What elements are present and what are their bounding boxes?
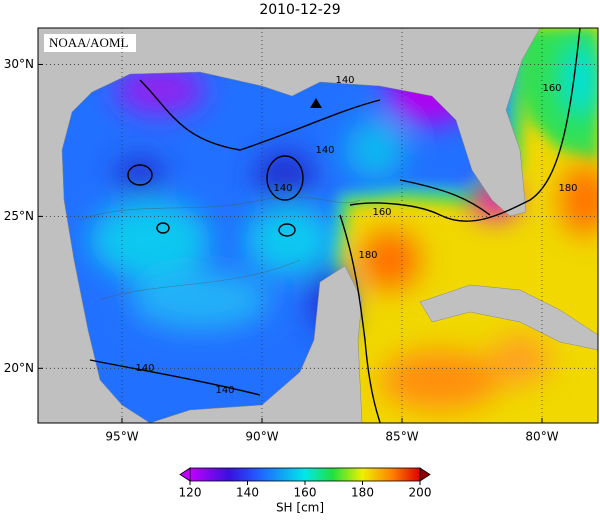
colorbar-tick-label: 160: [294, 486, 317, 500]
contour-label: 140: [273, 183, 292, 194]
contour-label: 140: [315, 145, 334, 156]
credit-box: [44, 34, 136, 52]
credit: NOAA/AOML: [49, 35, 129, 50]
colorbar-tick-label: 180: [351, 486, 374, 500]
contour-label: 140: [335, 75, 354, 86]
station-marker: [310, 98, 322, 108]
sea-height-field: [38, 28, 598, 423]
contour-label: 160: [372, 207, 391, 218]
colorbar-tick-label: 120: [179, 486, 202, 500]
lat-tick-label: 25°N: [4, 209, 34, 223]
plot-frame: [37, 27, 599, 424]
contour-label: 180: [558, 183, 577, 194]
colorbar-label: SH [cm]: [276, 501, 324, 515]
contour-label: 160: [542, 83, 561, 94]
contour-label: 180: [358, 250, 377, 261]
colorbar: [179, 467, 431, 482]
lat-tick-label: 20°N: [4, 361, 34, 375]
lon-tick-label: 85°W: [385, 430, 418, 444]
colorbar-tick-label: 140: [236, 486, 259, 500]
colorbar-tick-label: 200: [409, 486, 432, 500]
map-title: 2010-12-29: [259, 2, 340, 18]
contour-label: 140: [135, 363, 154, 374]
lon-tick-label: 80°W: [525, 430, 558, 444]
contour-label: 140: [215, 385, 234, 396]
lon-tick-label: 95°W: [105, 430, 138, 444]
lon-tick-label: 90°W: [245, 430, 278, 444]
lat-tick-label: 30°N: [4, 57, 34, 71]
